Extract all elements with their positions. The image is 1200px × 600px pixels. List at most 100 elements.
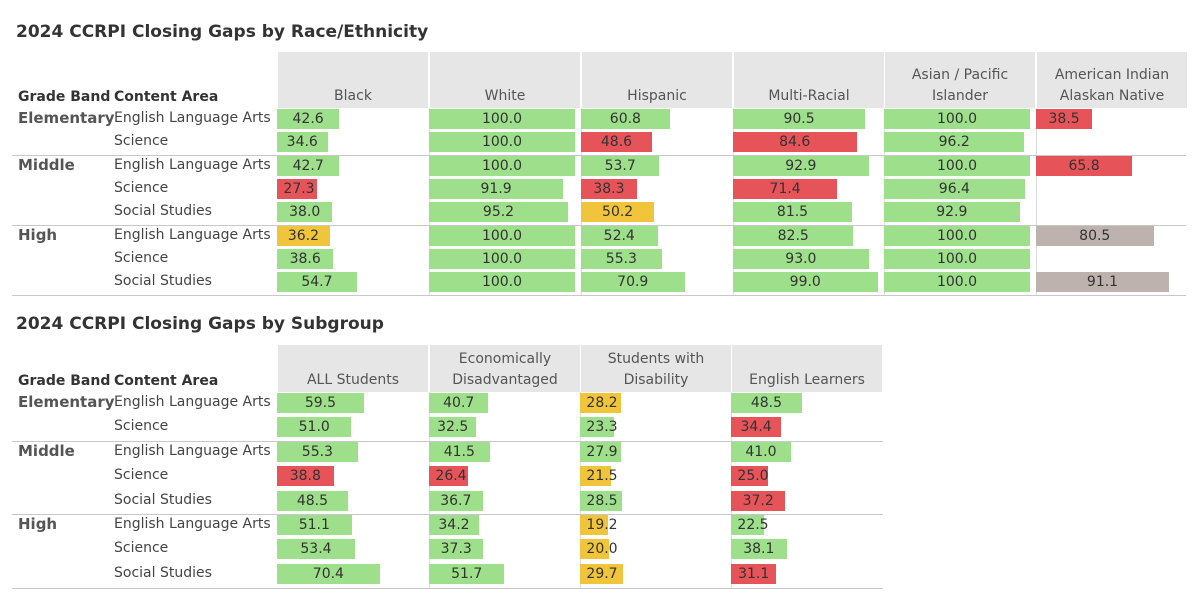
bar-green[interactable]	[733, 156, 869, 176]
bar-green[interactable]	[429, 564, 505, 584]
bar-green[interactable]	[429, 491, 483, 511]
bar-green[interactable]	[277, 272, 357, 292]
bar-green[interactable]	[733, 202, 852, 222]
column-divider	[733, 108, 734, 295]
bar-red[interactable]	[731, 564, 777, 584]
bar-red[interactable]	[733, 179, 838, 199]
bar-green[interactable]	[277, 202, 333, 222]
bar-green[interactable]	[429, 515, 479, 535]
bar-green[interactable]	[581, 272, 685, 292]
column-header[interactable]: Asian / Pacific Islander	[884, 52, 1035, 108]
bar-green[interactable]	[731, 442, 791, 462]
value-label: 23.3	[586, 419, 618, 435]
bar-yellow[interactable]	[277, 226, 330, 246]
bar-red[interactable]	[581, 132, 652, 152]
bar-green[interactable]	[580, 417, 615, 437]
bar-green[interactable]	[429, 179, 564, 199]
bar-green[interactable]	[580, 442, 621, 462]
value-label: 59.5	[304, 395, 337, 411]
bar-green[interactable]	[429, 393, 489, 413]
bar-red[interactable]	[1036, 156, 1133, 176]
bar-green[interactable]	[277, 515, 352, 535]
column-header[interactable]: Economically Disadvantaged	[429, 345, 580, 392]
bar-green[interactable]	[733, 109, 866, 129]
bar-green[interactable]	[884, 109, 1030, 129]
bar-red[interactable]	[731, 417, 782, 437]
bar-green[interactable]	[429, 132, 575, 152]
value-label: 54.7	[301, 274, 333, 290]
bar-green[interactable]	[733, 226, 854, 246]
bar-yellow[interactable]	[581, 202, 655, 222]
bar-green[interactable]	[277, 132, 328, 152]
bar-green[interactable]	[277, 442, 358, 462]
bar-green[interactable]	[277, 491, 348, 511]
column-header[interactable]: Black	[277, 52, 428, 108]
column-header[interactable]: ALL Students	[277, 345, 428, 392]
bar-green[interactable]	[429, 249, 575, 269]
bar-red[interactable]	[429, 466, 468, 486]
bar-gray[interactable]	[1036, 272, 1169, 292]
column-header[interactable]: American Indian Alaskan Native	[1036, 52, 1187, 108]
column-header[interactable]: Multi-Racial	[733, 52, 884, 108]
bar-red[interactable]	[733, 132, 857, 152]
value-label: 48.5	[296, 493, 328, 509]
column-header[interactable]: White	[429, 52, 580, 108]
bar-green[interactable]	[884, 132, 1025, 152]
bar-green[interactable]	[277, 249, 334, 269]
bar-green[interactable]	[884, 272, 1030, 292]
bar-green[interactable]	[277, 109, 340, 129]
bar-green[interactable]	[429, 417, 477, 437]
bar-green[interactable]	[884, 156, 1030, 176]
bar-green[interactable]	[429, 539, 484, 559]
value-label: 92.9	[936, 204, 968, 220]
bar-green[interactable]	[733, 272, 878, 292]
bar-green[interactable]	[429, 109, 575, 129]
bar-green[interactable]	[429, 202, 568, 222]
column-header[interactable]: Students with Disability	[580, 345, 731, 392]
bar-yellow[interactable]	[580, 539, 610, 559]
column-header[interactable]: Hispanic	[581, 52, 732, 108]
column-divider	[580, 392, 581, 588]
grade-band-label: Elementary	[18, 393, 115, 411]
bar-green[interactable]	[884, 249, 1030, 269]
bar-yellow[interactable]	[580, 466, 612, 486]
bar-green[interactable]	[429, 272, 575, 292]
bar-green[interactable]	[581, 109, 670, 129]
bar-green[interactable]	[884, 226, 1030, 246]
value-label: 53.7	[604, 158, 636, 174]
bar-green[interactable]	[731, 393, 802, 413]
bar-green[interactable]	[581, 156, 660, 176]
content-area-label: English Language Arts	[114, 110, 271, 126]
bar-green[interactable]	[884, 202, 1020, 222]
bar-yellow[interactable]	[580, 393, 622, 413]
bar-green[interactable]	[581, 249, 662, 269]
bar-green[interactable]	[581, 226, 658, 246]
bar-green[interactable]	[277, 539, 355, 559]
column-divider	[884, 108, 885, 295]
bar-green[interactable]	[731, 515, 764, 535]
bar-green[interactable]	[884, 179, 1025, 199]
bar-yellow[interactable]	[580, 564, 624, 584]
bar-red[interactable]	[731, 466, 768, 486]
bar-green[interactable]	[580, 491, 622, 511]
bar-green[interactable]	[277, 393, 364, 413]
bar-red[interactable]	[581, 179, 637, 199]
bar-green[interactable]	[277, 417, 352, 437]
bar-red[interactable]	[277, 179, 317, 199]
content-area-label: Science	[114, 540, 169, 556]
bar-green[interactable]	[429, 226, 575, 246]
value-label: 100.0	[481, 274, 523, 290]
bar-green[interactable]	[429, 156, 575, 176]
bar-green[interactable]	[277, 564, 380, 584]
bar-red[interactable]	[277, 466, 334, 486]
column-header[interactable]: English Learners	[731, 345, 882, 392]
bar-green[interactable]	[731, 539, 787, 559]
bar-green[interactable]	[277, 156, 340, 176]
bar-green[interactable]	[429, 442, 490, 462]
bar-gray[interactable]	[1036, 226, 1154, 246]
bar-red[interactable]	[731, 491, 786, 511]
grade-band-label: Elementary	[18, 109, 115, 127]
bar-yellow[interactable]	[580, 515, 609, 535]
bar-green[interactable]	[733, 249, 869, 269]
bar-red[interactable]	[1036, 109, 1093, 129]
